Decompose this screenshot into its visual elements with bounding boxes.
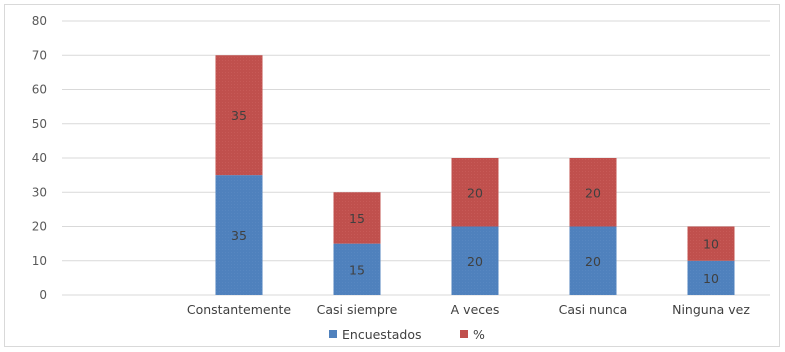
bar-encuestados	[687, 260, 735, 295]
legend-swatch	[460, 330, 468, 338]
legend-swatch	[329, 330, 337, 338]
legend-label: Encuestados	[342, 327, 421, 342]
gridlines	[62, 20, 770, 296]
bar-percent	[333, 192, 381, 244]
bar-percent	[569, 158, 617, 227]
data-label: 20	[467, 185, 483, 200]
bar-encuestados	[569, 226, 617, 295]
data-label: 20	[585, 185, 601, 200]
bar-percent	[215, 55, 263, 176]
x-axis-labels: Constantemente Casi siempre A veces Casi nu…	[187, 302, 750, 317]
y-tick-label: 50	[32, 117, 47, 131]
data-label: 15	[349, 262, 365, 277]
data-label: 35	[231, 108, 247, 123]
y-tick-label: 80	[32, 14, 47, 28]
bar-encuestados	[451, 226, 499, 295]
legend-label: %	[473, 327, 485, 342]
x-category-label: Casi siempre	[317, 302, 398, 317]
data-label: 20	[585, 254, 601, 269]
data-label: 35	[231, 228, 247, 243]
bar-encuestados	[215, 175, 263, 295]
x-category-label: Constantemente	[187, 302, 292, 317]
y-tick-label: 40	[32, 151, 47, 165]
y-tick-label: 60	[32, 83, 47, 97]
y-tick-label: 20	[32, 220, 47, 234]
x-category-label: A veces	[451, 302, 500, 317]
bar-percent	[451, 158, 499, 227]
y-tick-label: 30	[32, 185, 47, 199]
y-tick-label: 10	[32, 254, 47, 268]
y-tick-label: 70	[32, 48, 47, 62]
data-label: 20	[467, 254, 483, 269]
data-label: 10	[703, 271, 719, 286]
y-axis-ticks: 0 10 20 30 40 50 60 70 80	[32, 14, 47, 302]
bar-encuestados	[333, 243, 381, 295]
x-category-label: Ninguna vez	[672, 302, 750, 317]
x-category-label: Casi nunca	[559, 302, 628, 317]
chart-area	[4, 4, 780, 347]
bars: 35 35 15 15 20 20 20 20 10 10	[215, 55, 735, 295]
data-label: 15	[349, 211, 365, 226]
legend: Encuestados%	[329, 327, 485, 342]
y-tick-label: 0	[39, 288, 47, 302]
data-label: 10	[703, 237, 719, 252]
bar-percent	[687, 226, 735, 261]
